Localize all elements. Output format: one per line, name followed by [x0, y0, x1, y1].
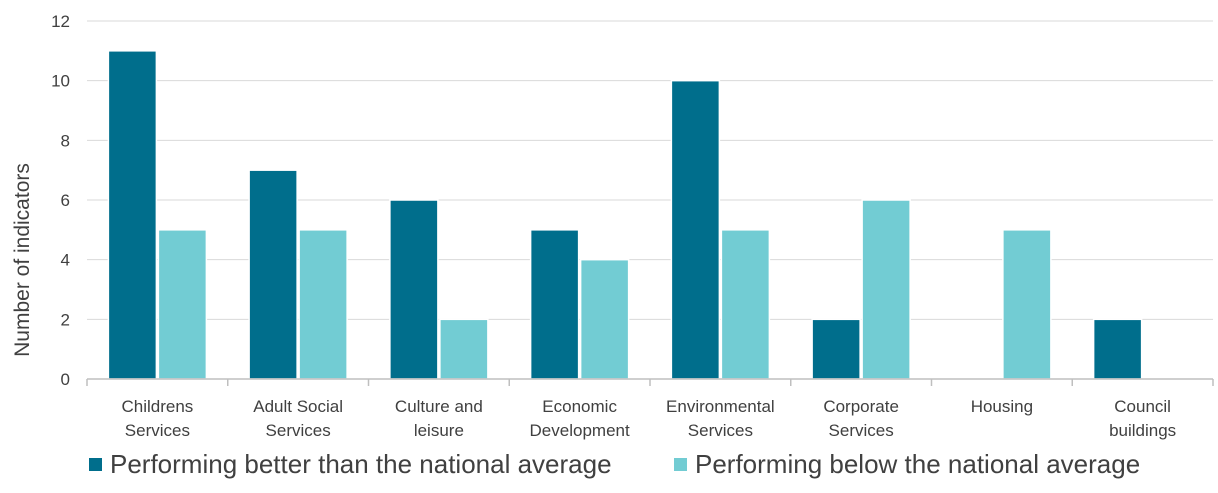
bar-below	[861, 199, 911, 380]
x-category-labels: Childrens Services Adult Social Services Cul…	[121, 397, 1176, 440]
bar-below	[439, 318, 489, 380]
x-category-label: Council buildings	[1109, 397, 1176, 440]
bar-chart: 0 2 4 6 8 10 12 Childrens Services Adult Social S…	[11, 12, 1214, 440]
axes	[86, 378, 1214, 386]
bar-better	[107, 50, 158, 380]
bar-below	[720, 229, 771, 380]
bar-below	[157, 229, 208, 380]
bar-below	[579, 258, 630, 380]
y-tick-label: 4	[61, 251, 70, 270]
y-tick-label: 0	[61, 370, 70, 389]
bar-better	[670, 79, 721, 380]
bar-better	[389, 199, 439, 380]
bar-better	[1092, 318, 1143, 380]
legend-item-better: Performing better than the national aver…	[89, 449, 612, 480]
x-category-label: Culture and leisure	[395, 397, 483, 440]
x-category-label: Environmental Services	[666, 397, 775, 440]
y-tick-label: 12	[51, 12, 70, 31]
y-axis-label: Number of indicators	[11, 163, 34, 357]
x-category-label: Housing	[971, 397, 1033, 416]
y-tick-label: 6	[61, 191, 70, 210]
legend: Performing better than the national aver…	[0, 449, 1218, 489]
legend-item-below: Performing below the national average	[674, 449, 1140, 480]
y-tick-labels: 0 2 4 6 8 10 12	[51, 12, 70, 389]
bars	[107, 50, 1143, 380]
x-category-label: Corporate Services	[823, 397, 899, 440]
y-tick-label: 10	[51, 72, 70, 91]
bar-better	[529, 229, 580, 380]
legend-label-below: Performing below the national average	[695, 449, 1141, 479]
legend-swatch-better	[89, 458, 102, 471]
x-category-label: Adult Social Services	[253, 397, 343, 440]
x-category-label: Economic Development	[530, 397, 630, 440]
legend-swatch-below	[674, 458, 687, 471]
y-tick-label: 2	[61, 310, 70, 329]
bar-below	[1002, 229, 1052, 380]
legend-label-better: Performing better than the national aver…	[110, 449, 612, 479]
bar-better	[811, 318, 861, 380]
x-category-label: Childrens Services	[121, 397, 193, 440]
bar-better	[248, 169, 298, 380]
bar-below	[298, 229, 348, 380]
y-tick-label: 8	[61, 131, 70, 150]
